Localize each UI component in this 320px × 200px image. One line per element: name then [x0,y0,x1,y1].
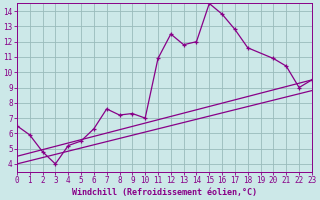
X-axis label: Windchill (Refroidissement éolien,°C): Windchill (Refroidissement éolien,°C) [72,188,257,197]
